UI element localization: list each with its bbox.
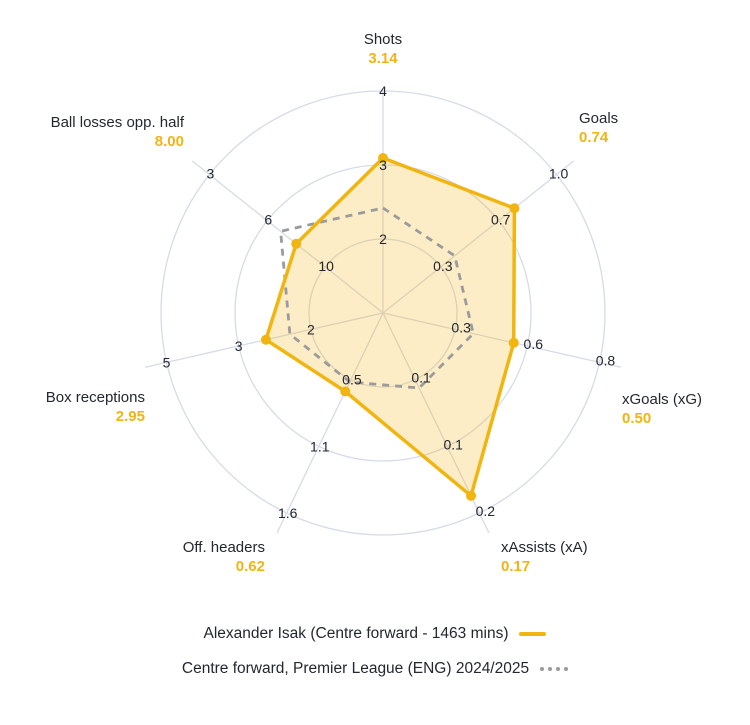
axis-spoke (382, 160, 575, 314)
radar-chart: 2 3 4 0.3 0.7 1.0 0.3 0.6 0.8 0.1 0.1 0.2 0.5 1.1 1.6 2… (46, 31, 702, 575)
player-vertex-dot[interactable] (508, 337, 519, 348)
axis-tick-label: 0.3 (433, 258, 453, 274)
axis-tick-label: 5 (163, 354, 171, 370)
axis-spoke (276, 312, 384, 534)
axis-tick-label: 2 (307, 321, 315, 337)
player-line-swatch (519, 632, 547, 636)
axis-spoke (382, 312, 622, 368)
axis-tick-label: 0.1 (443, 436, 463, 452)
axis-name-label: Off. headers (183, 539, 265, 556)
axis-name-label: Ball losses opp. half (51, 114, 185, 131)
axis-tick-label: 10 (318, 258, 334, 274)
axis-tick-label: 4 (379, 83, 387, 99)
axis-player-value: 3.14 (368, 50, 398, 67)
axis-name-label: xGoals (xG) (622, 391, 702, 408)
axis-player-value: 0.17 (501, 558, 530, 575)
axis-player-value: 8.00 (155, 133, 184, 150)
axis-tick-label: 1.0 (549, 166, 569, 182)
axis-tick-label: 0.1 (411, 370, 431, 386)
axis-tick-label: 3 (235, 338, 243, 354)
axis-player-value: 0.74 (579, 129, 609, 146)
legend: Alexander Isak (Centre forward - 1463 mi… (0, 616, 750, 678)
average-polygon (279, 206, 475, 390)
axis-tick-label: 0.5 (342, 372, 362, 388)
axis-tick-label: 0.7 (491, 212, 511, 228)
player-vertex-dot[interactable] (291, 238, 302, 249)
axis-tick-label: 0.6 (524, 336, 544, 352)
axis-spoke (191, 160, 384, 314)
legend-average-row[interactable]: Centre forward, Premier League (ENG) 202… (181, 660, 569, 678)
player-polygon (264, 156, 517, 498)
axis-tick-label: 0.2 (476, 503, 496, 519)
legend-player-row[interactable]: Alexander Isak (Centre forward - 1463 mi… (204, 625, 547, 643)
player-vertex-dot[interactable] (378, 153, 388, 164)
axis-tick-label: 3 (207, 166, 215, 182)
player-vertex-dot[interactable] (466, 490, 477, 501)
axis-player-value: 2.95 (116, 408, 145, 425)
axis-name-label: Goals (579, 110, 618, 127)
player-vertex-dot[interactable] (509, 203, 520, 214)
axis-tick-label: 3 (379, 157, 387, 173)
average-dotted-swatch (540, 667, 569, 671)
player-vertex-dot[interactable] (340, 386, 351, 397)
axis-tick-label: 1.1 (310, 438, 330, 454)
legend-player-label: Alexander Isak (Centre forward - 1463 mi… (203, 625, 509, 642)
axis-name-label: Box receptions (46, 389, 145, 406)
axis-tick-label: 1.6 (278, 505, 298, 521)
axis-tick-label: 6 (264, 212, 272, 228)
axis-tick-label: 0.8 (596, 352, 616, 368)
player-vertex-dot[interactable] (260, 334, 271, 345)
player-area (265, 158, 515, 496)
axis-tick-label: 0.3 (451, 319, 471, 335)
axis-player-value: 0.62 (236, 558, 265, 575)
axis-name-label: xAssists (xA) (501, 539, 588, 556)
axis-name-label: Shots (364, 31, 402, 48)
legend-average-label: Centre forward, Premier League (ENG) 202… (181, 660, 530, 677)
axis-player-value: 0.50 (622, 410, 651, 427)
axis-tick-label: 2 (379, 231, 387, 247)
